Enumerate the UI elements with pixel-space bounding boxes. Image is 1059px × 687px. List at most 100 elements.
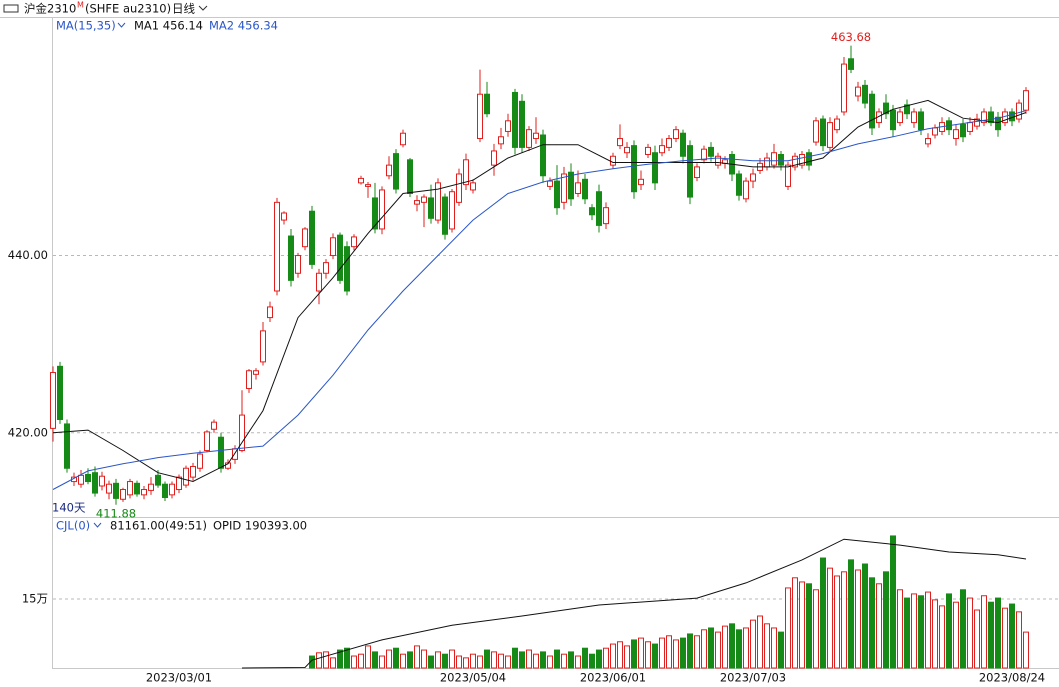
candle-body — [463, 159, 469, 186]
volume-bar — [589, 653, 595, 669]
volume-bar — [1009, 603, 1015, 669]
volume-bar — [512, 647, 518, 669]
volume-bar — [729, 623, 735, 669]
volume-bar — [477, 655, 483, 669]
candle-body — [897, 111, 903, 124]
volume-bar — [505, 655, 511, 669]
candle-body — [869, 93, 875, 129]
volume-bar — [428, 655, 434, 669]
volume-bar — [351, 655, 357, 669]
candle-body — [50, 372, 56, 429]
volume-bar — [561, 653, 567, 669]
candle-body — [862, 84, 868, 104]
candle-body — [470, 182, 476, 191]
volume-bar — [1002, 607, 1008, 669]
candle-body — [1009, 111, 1015, 122]
volume-bar — [666, 635, 672, 669]
volume-bar — [533, 653, 539, 669]
y-tick-label: 420.00 — [8, 425, 48, 439]
volume-bar — [617, 641, 623, 669]
volume-bar — [414, 645, 420, 669]
volume-bar — [1023, 631, 1029, 669]
volume-bar — [652, 643, 658, 669]
candle-body — [575, 182, 581, 194]
candle-body — [589, 207, 595, 216]
candle-body — [491, 150, 497, 166]
volume-bar — [785, 587, 791, 669]
volume-bar — [932, 599, 938, 669]
volume-bar — [673, 639, 679, 669]
candle-body — [806, 152, 812, 166]
candle-body — [435, 182, 441, 221]
volume-bar — [876, 583, 882, 669]
candle-body — [127, 481, 133, 496]
y-tick-label: 440.00 — [8, 248, 48, 262]
x-tick-label: 2023/05/04 — [440, 671, 506, 685]
candle-body — [799, 153, 805, 166]
volume-bar — [624, 645, 630, 669]
volume-bar — [365, 645, 371, 669]
candle-body — [134, 482, 140, 495]
candle-body — [911, 111, 917, 124]
candle-body — [148, 483, 154, 491]
contract-title: 沪金2310 — [24, 2, 76, 16]
volume-bar — [841, 571, 847, 669]
candle-body — [106, 483, 112, 494]
volume-bar — [750, 619, 756, 669]
volume-bar — [1016, 611, 1022, 669]
candle-body — [988, 111, 994, 124]
volume-bar — [484, 649, 490, 669]
volume-bar — [659, 637, 665, 669]
candle-body — [631, 145, 637, 193]
volume-bar — [918, 595, 924, 669]
period[interactable]: 日线 — [172, 2, 195, 16]
candle-body — [344, 246, 350, 292]
volume-bar — [372, 651, 378, 669]
volume-bar — [778, 631, 784, 669]
candle-body — [1016, 102, 1022, 120]
candle-body — [498, 136, 504, 145]
candle-body — [421, 196, 427, 203]
indicator-line — [52, 99, 1027, 483]
volume-bar — [309, 655, 315, 669]
link-icon — [3, 4, 19, 13]
contract-mark: M — [77, 1, 84, 10]
candle-body — [904, 104, 910, 115]
candle-body — [330, 237, 336, 257]
indicator-chevron[interactable] — [93, 522, 102, 528]
period-chevron[interactable] — [198, 5, 208, 11]
candle-body — [218, 436, 224, 469]
candle-body — [743, 180, 749, 200]
legend-entry: OPID 190393.00 — [213, 519, 307, 533]
candle-body — [960, 123, 966, 138]
volume-indicator[interactable]: CJL(0) — [56, 519, 90, 533]
candle-body — [120, 489, 126, 500]
candle-body — [533, 132, 539, 140]
min-label: 411.88 — [96, 506, 136, 520]
candle-body — [113, 482, 119, 499]
volume-bar — [337, 649, 343, 669]
candle-body — [393, 153, 399, 190]
candle-body — [162, 483, 168, 499]
indicator[interactable]: MA(15,35) — [56, 19, 116, 33]
candle-body — [519, 100, 525, 148]
candle-body — [652, 152, 658, 184]
candle-body — [526, 129, 532, 148]
candle-body — [624, 146, 630, 154]
volume-bar — [687, 633, 693, 669]
indicator-chevron[interactable] — [117, 22, 126, 28]
candle-body — [701, 148, 707, 161]
candle-body — [288, 235, 294, 281]
volume-bar — [694, 635, 700, 669]
volume-bar — [554, 649, 560, 669]
candle-body — [953, 129, 959, 140]
volume-bar — [890, 535, 896, 669]
candle-body — [715, 155, 721, 166]
candle-body — [351, 236, 357, 248]
candle-body — [778, 153, 784, 166]
volume-bar — [771, 627, 777, 669]
candle-body — [967, 122, 973, 132]
volume-bar — [743, 627, 749, 669]
candle-body — [190, 465, 196, 478]
